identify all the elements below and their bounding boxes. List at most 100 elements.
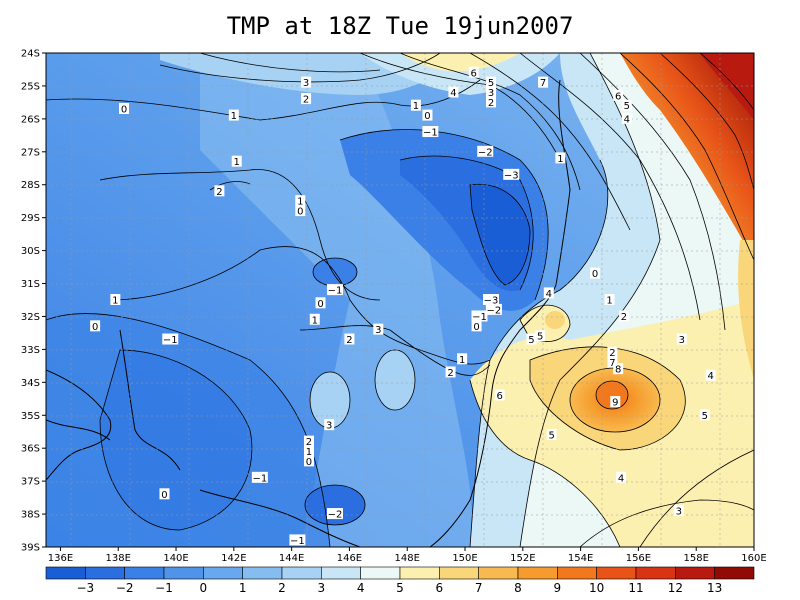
colorbar-label: 11 xyxy=(628,581,643,595)
y-tick-label: 26S xyxy=(21,114,40,125)
y-tick-label: 37S xyxy=(21,477,40,488)
contour-label-bg xyxy=(289,534,306,546)
contour-label-bg xyxy=(162,333,179,345)
contour-label: 2 xyxy=(306,437,312,448)
contour-label-bg xyxy=(607,356,618,368)
colorbar-label: 8 xyxy=(514,581,522,595)
y-tick-label: 30S xyxy=(21,246,40,257)
contour-label-bg xyxy=(295,205,306,217)
contour-label: 4 xyxy=(624,114,630,125)
y-tick-label: 24S xyxy=(21,49,40,60)
colorbar-swatch xyxy=(517,566,558,580)
contour-label: 4 xyxy=(618,473,624,484)
x-tick-label: 148E xyxy=(395,553,420,564)
contour-label: 5 xyxy=(549,431,555,442)
y-tick-label: 31S xyxy=(21,279,40,290)
colorbar: −3 −2 −1 0 1 2 3 4 5 6 7 8 9 10 11 12 13 xyxy=(45,566,755,595)
x-axis-ticks: 136E 138E 140E 142E 144E 146E 148E 150E 152E 154E… xyxy=(48,547,767,564)
y-tick-label: 28S xyxy=(21,180,40,191)
contour-label-bg xyxy=(705,369,716,381)
contour-label-bg xyxy=(445,366,456,378)
contour-label-bg xyxy=(448,86,459,98)
x-tick-label: 138E xyxy=(106,553,131,564)
contour-label-bg xyxy=(485,303,502,315)
colorbar-swatch xyxy=(281,566,322,580)
colorbar-label: 4 xyxy=(357,581,365,595)
contour-label: 2 xyxy=(609,348,615,359)
contour-label-bg xyxy=(699,409,710,421)
contour-label-bg xyxy=(315,297,326,309)
contour-label-bg xyxy=(546,429,557,441)
colorbar-label: 0 xyxy=(200,581,208,595)
y-tick-label: 29S xyxy=(21,213,40,224)
map-title: TMP at 18Z Tue 19jun2007 xyxy=(226,12,574,40)
colorbar-label: 12 xyxy=(668,581,683,595)
contour-label: −3 xyxy=(504,170,519,181)
y-tick-label: 27S xyxy=(21,147,40,158)
contour-label: 1 xyxy=(312,315,318,326)
y-tick-label: 38S xyxy=(21,510,40,521)
colorbar-swatch xyxy=(596,566,637,580)
contour-label: 3 xyxy=(679,335,685,346)
contour-label-bg xyxy=(251,471,268,483)
plot-frame xyxy=(45,52,755,548)
contour-label: 3 xyxy=(676,506,682,517)
colorbar-label: 3 xyxy=(318,581,326,595)
contour-label: 2 xyxy=(621,312,627,323)
contour-label-bg xyxy=(618,310,629,322)
contour-label-bg xyxy=(526,333,537,345)
colorbar-swatch xyxy=(478,566,519,580)
contour-label: −2 xyxy=(478,147,493,158)
contour-label: 2 xyxy=(303,95,309,106)
contour-label-bg xyxy=(373,323,384,335)
contour-label: 0 xyxy=(121,104,127,115)
contour-label: 4 xyxy=(707,371,713,382)
contour-label-bg xyxy=(483,294,500,305)
colorbar-swatch xyxy=(124,566,165,580)
contour-label-bg xyxy=(90,320,101,332)
contour-label-bg xyxy=(471,310,488,322)
contour-label-bg xyxy=(303,445,314,457)
contour-label: −1 xyxy=(472,312,487,323)
contour-label: 6 xyxy=(471,68,477,79)
contour-label-bg xyxy=(538,76,549,88)
contour-label-bg xyxy=(590,267,601,279)
contour-label-bg xyxy=(621,112,632,124)
y-tick-label: 25S xyxy=(21,81,40,92)
y-tick-label: 34S xyxy=(21,378,40,389)
contour-label: 5 xyxy=(528,335,534,346)
contour-label-bg xyxy=(486,96,497,108)
contour-label-bg xyxy=(422,109,433,121)
contour-label-bg xyxy=(295,195,306,207)
contour-label: −2 xyxy=(328,510,343,521)
contour-label: 6 xyxy=(615,91,621,102)
contour-label-bg xyxy=(110,294,121,305)
x-tick-label: 136E xyxy=(48,553,73,564)
contour-label: 3 xyxy=(488,88,494,99)
contour-label: 5 xyxy=(537,332,543,343)
y-tick-label: 33S xyxy=(21,345,40,356)
contour-label: 2 xyxy=(447,368,453,379)
colorbar-label: −3 xyxy=(76,581,94,595)
contour-label: 1 xyxy=(606,296,612,307)
contour-label-bg xyxy=(477,145,494,157)
contour-label: 1 xyxy=(234,157,240,168)
contour-label: 0 xyxy=(317,299,323,310)
y-axis-ticks: 24S 25S 26S 27S 28S 29S 30S 31S 32S 33S 34S 35S 36S 3… xyxy=(21,49,46,554)
colorbar-label: 13 xyxy=(707,581,722,595)
contour-label: 4 xyxy=(546,289,552,300)
colorbar-label: 2 xyxy=(278,581,286,595)
contour-label: 8 xyxy=(615,365,621,376)
contour-label: 7 xyxy=(609,358,615,369)
contour-label: 0 xyxy=(161,490,167,501)
x-tick-label: 158E xyxy=(684,553,709,564)
contour-label-bg xyxy=(410,99,421,111)
x-tick-label: 140E xyxy=(163,553,188,564)
contour-label-bg xyxy=(486,76,497,88)
contour-label: −1 xyxy=(423,128,438,139)
contour-label-bg xyxy=(303,435,314,447)
colorbar-label: 10 xyxy=(589,581,604,595)
contour-label-bg xyxy=(303,455,314,467)
contour-label: 1 xyxy=(231,111,237,122)
